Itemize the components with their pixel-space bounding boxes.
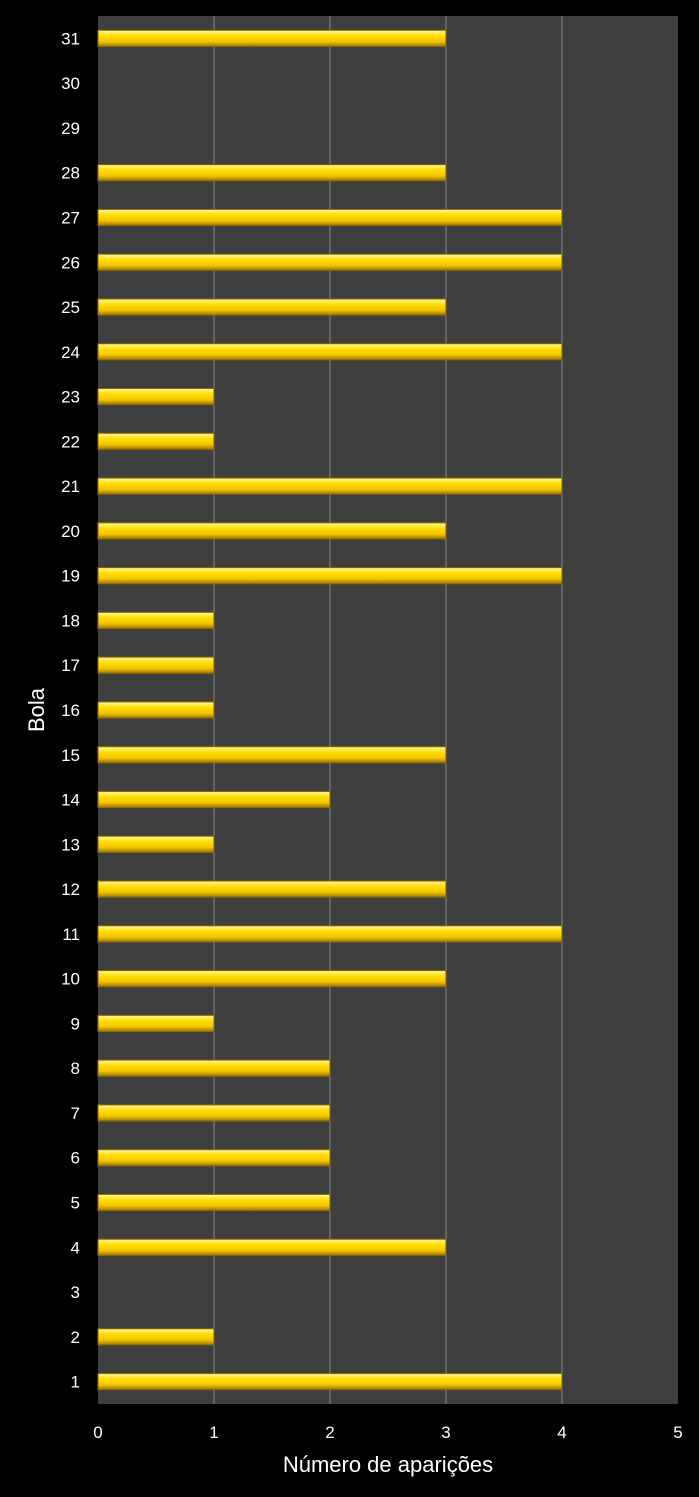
bar-5 [97,1193,331,1212]
y-tick-label: 18 [61,611,80,630]
bar-23 [97,388,215,406]
y-tick-label: 6 [71,1149,80,1168]
x-tick-label: 2 [325,1423,334,1442]
y-tick-label: 24 [61,343,80,362]
y-tick-label: 5 [71,1194,80,1213]
bar-31 [97,29,447,47]
bar-26 [97,253,563,271]
y-tick-label: 15 [61,746,80,765]
bar-11 [97,925,563,943]
bar-2 [97,1328,215,1346]
y-tick-label: 30 [61,74,80,93]
y-tick-label: 29 [61,119,80,138]
y-tick-label: 9 [71,1014,80,1033]
y-tick-label: 16 [61,701,80,720]
bar-28 [97,164,447,182]
y-tick-label: 1 [71,1373,80,1392]
bar-18 [97,611,215,630]
y-tick-label: 7 [71,1104,80,1123]
y-tick-label: 14 [61,791,80,810]
bar-10 [97,970,447,988]
y-tick-label: 27 [61,208,80,227]
x-tick-label: 4 [557,1423,566,1442]
x-tick-label: 1 [209,1423,218,1442]
bar-27 [97,208,563,227]
bar-9 [97,1014,215,1032]
y-tick-label: 3 [71,1283,80,1302]
y-tick-label: 25 [61,298,80,317]
x-tick-labels: 0 1 2 3 4 5 [93,1423,682,1442]
bar-15 [97,746,447,764]
y-tick-labels: 1234567891011121314151617181920212223242… [61,29,80,1391]
bar-22 [97,432,215,450]
bar-17 [97,656,215,674]
y-tick-label: 2 [71,1328,80,1347]
y-tick-label: 31 [61,29,80,48]
bar-7 [97,1104,331,1122]
y-axis-title: Bola [24,687,49,732]
y-tick-label: 8 [71,1059,80,1078]
bar-8 [97,1059,331,1077]
x-tick-label: 5 [673,1423,682,1442]
bar-14 [97,790,331,809]
bar-12 [97,880,447,898]
y-tick-label: 4 [71,1238,80,1257]
bar-13 [97,835,215,853]
y-tick-label: 13 [61,835,80,854]
y-tick-label: 20 [61,522,80,541]
x-tick-label: 0 [93,1423,102,1442]
bar-25 [97,298,447,316]
bar-6 [97,1149,331,1167]
bar-21 [97,477,563,495]
y-tick-label: 10 [61,970,80,989]
bar-4 [97,1238,447,1256]
y-tick-label: 22 [61,432,80,451]
bar-16 [97,701,215,719]
y-tick-label: 17 [61,656,80,675]
bar-24 [97,343,563,361]
y-tick-label: 11 [62,925,80,944]
bar-19 [97,567,563,585]
bars [97,29,563,1391]
bar-1 [97,1373,563,1391]
y-tick-label: 23 [61,388,80,407]
y-tick-label: 12 [61,880,80,899]
x-axis-title: Número de aparições [283,1452,493,1477]
bar-20 [97,522,447,540]
x-tick-label: 3 [441,1423,450,1442]
y-tick-label: 26 [61,253,80,272]
y-tick-label: 21 [61,477,80,496]
y-tick-label: 19 [61,567,80,586]
y-tick-label: 28 [61,164,80,183]
